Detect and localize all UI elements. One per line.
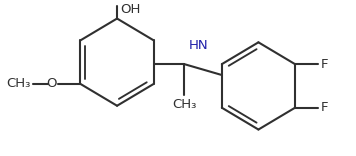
Text: CH₃: CH₃ <box>172 98 197 111</box>
Text: O: O <box>46 77 57 90</box>
Text: CH₃: CH₃ <box>7 77 31 90</box>
Text: HN: HN <box>188 39 208 52</box>
Text: F: F <box>321 58 328 71</box>
Text: OH: OH <box>120 3 140 16</box>
Text: F: F <box>321 101 328 114</box>
